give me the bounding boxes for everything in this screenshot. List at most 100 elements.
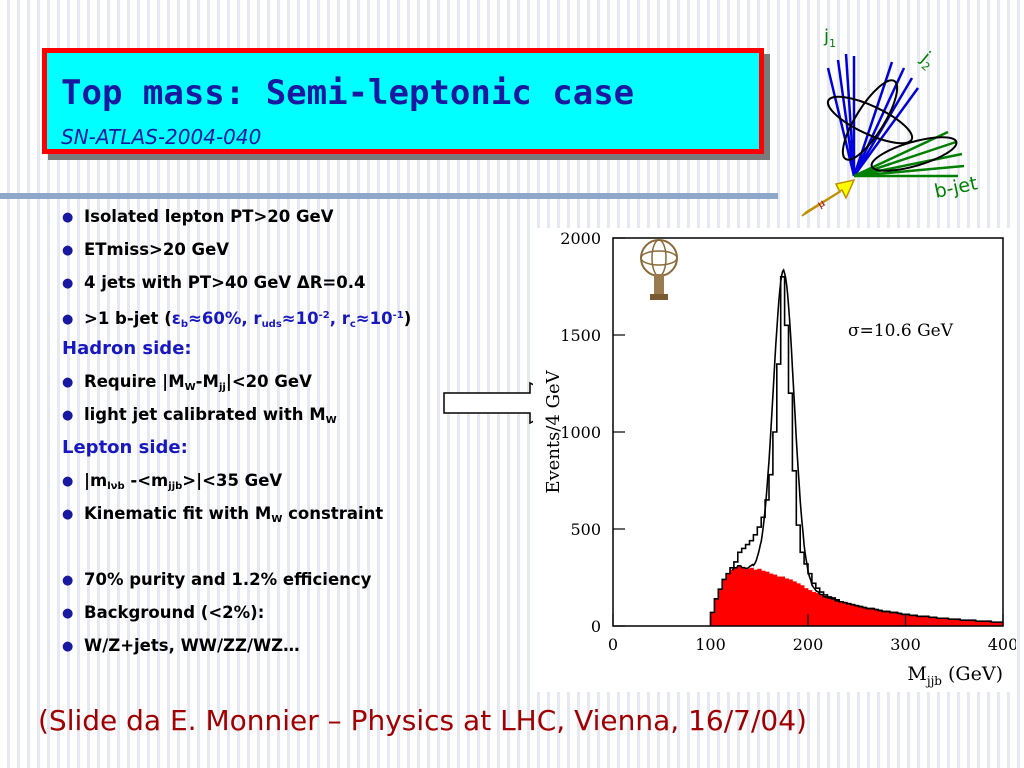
jet-cones xyxy=(826,79,958,172)
bullet-icon: ● xyxy=(62,312,74,327)
histogram-bar xyxy=(843,602,848,626)
histogram-bar xyxy=(796,583,801,626)
atlas-logo-icon xyxy=(640,239,678,300)
histogram-bar xyxy=(925,616,930,626)
histogram-bar xyxy=(882,611,887,626)
mass-histogram: 0 500 1000 1500 2000 0 100 200 300 400 σ=10.6 Ge… xyxy=(543,229,1016,688)
histogram-bar xyxy=(983,621,988,626)
y-tick-label: 1000 xyxy=(560,423,601,442)
histogram-bar xyxy=(858,606,863,626)
histogram-bar xyxy=(753,569,758,626)
lepton-label: μ xyxy=(816,198,828,211)
histogram-bar xyxy=(757,568,762,626)
histogram-bar xyxy=(749,567,754,626)
list-item: ● Isolated lepton PT>20 GeV xyxy=(62,200,532,233)
x-tick-label: 400 xyxy=(988,635,1016,654)
slide-subtitle: SN-ATLAS-2004-040 xyxy=(61,125,262,149)
histogram-bar xyxy=(952,619,957,626)
x-tick-label: 100 xyxy=(695,635,726,654)
histogram-bar xyxy=(897,613,902,626)
j2-label: j2 xyxy=(914,47,939,74)
list-item: ● 70% purity and 1.2% efficiency xyxy=(62,563,532,596)
histogram-bar xyxy=(932,617,938,626)
list-item: ● ETmiss>20 GeV xyxy=(62,233,532,266)
histogram-bar xyxy=(827,597,832,626)
lepton-arrow xyxy=(801,178,856,217)
histogram-bar xyxy=(870,608,875,626)
histogram-bar xyxy=(800,585,805,626)
histogram-bar xyxy=(772,574,778,626)
y-tick-label: 500 xyxy=(570,520,601,539)
histogram-bar xyxy=(913,615,918,626)
bullet-icon: ● xyxy=(62,606,74,621)
histogram-bar xyxy=(921,616,926,626)
y-tick-label: 0 xyxy=(591,617,601,636)
histogram-bar xyxy=(788,579,793,626)
x-axis-ticks: 0 100 200 300 400 xyxy=(608,614,1016,654)
histogram-bar xyxy=(804,588,809,626)
histogram-bar xyxy=(909,615,914,626)
list-item: ● Kinematic fit with MW constraint xyxy=(62,497,532,530)
histogram-bar xyxy=(971,620,977,626)
histogram-bar xyxy=(866,608,871,626)
histogram-bar xyxy=(831,598,836,626)
event-jet-diagram: μ j1 j2 b-jet xyxy=(801,26,979,217)
histogram-bar xyxy=(901,614,906,626)
histogram-bar xyxy=(741,567,746,626)
slide-title: Top mass: Semi-leptonic case xyxy=(61,73,635,113)
bullet-icon: ● xyxy=(62,507,74,522)
histogram-bar xyxy=(878,610,883,626)
bullet-icon: ● xyxy=(62,573,74,588)
list-item: ● Background (<2%): xyxy=(62,596,532,629)
bullet-icon: ● xyxy=(62,243,74,258)
bullet-icon: ● xyxy=(62,210,74,225)
light-jet-lines xyxy=(826,53,920,177)
histogram-bar xyxy=(874,609,879,626)
bullet-icon: ● xyxy=(62,639,74,654)
y-tick-label: 1500 xyxy=(560,326,601,345)
histogram-bar xyxy=(811,592,817,626)
y-axis-ticks: 0 500 1000 1500 2000 xyxy=(560,229,625,636)
histogram-bar xyxy=(850,604,856,626)
histogram-bar xyxy=(792,581,797,626)
list-item: ● Require |MW-Mjj|<20 GeV xyxy=(62,365,532,398)
histogram-bar xyxy=(854,605,860,626)
histogram-bar xyxy=(710,612,715,626)
histogram-bar xyxy=(936,618,941,626)
histogram-bar xyxy=(784,578,789,626)
bullet-icon: ● xyxy=(62,474,74,489)
histogram-bar xyxy=(940,618,945,626)
x-axis-label: Mjjb (GeV) xyxy=(907,663,1003,688)
list-item: ● W/Z+jets, WW/ZZ/WZ… xyxy=(62,629,532,662)
histogram-bar xyxy=(979,621,984,626)
histogram-bar xyxy=(835,600,840,626)
histogram-bar xyxy=(944,618,949,626)
histogram-bar xyxy=(730,569,735,626)
list-item: ● >1 b-jet (εb≈60%, ruds≈10-2, rc≈10-1) xyxy=(62,299,532,332)
histogram-bar xyxy=(967,620,973,626)
title-box: Top mass: Semi-leptonic case SN-ATLAS-20… xyxy=(42,48,764,154)
histogram-bar xyxy=(815,593,821,626)
histogram-bar xyxy=(761,570,766,626)
histogram-bar xyxy=(999,622,1004,626)
bullet-icon: ● xyxy=(62,375,74,390)
histogram-bar xyxy=(722,579,727,626)
histogram-bar xyxy=(928,617,934,626)
y-tick-label: 2000 xyxy=(560,229,601,248)
b-jet-lines xyxy=(853,130,965,178)
histogram-bar xyxy=(726,573,731,626)
bullet-icon: ● xyxy=(62,276,74,291)
list-item: ● light jet calibrated with MW xyxy=(62,398,532,431)
histogram-bar xyxy=(718,589,723,626)
histogram-bar xyxy=(889,612,895,626)
histogram-bar xyxy=(956,619,961,626)
histogram-bar xyxy=(975,621,980,626)
footer-credit: (Slide da E. Monnier – Physics at LHC, V… xyxy=(38,704,807,737)
y-axis-label: Events/4 GeV xyxy=(543,369,564,493)
histogram-bar xyxy=(765,571,770,626)
histogram-bar xyxy=(960,620,965,626)
histogram-bar xyxy=(823,596,828,626)
histogram-bar xyxy=(917,616,922,626)
histogram-bar xyxy=(886,611,891,626)
histogram-bar xyxy=(964,620,969,626)
